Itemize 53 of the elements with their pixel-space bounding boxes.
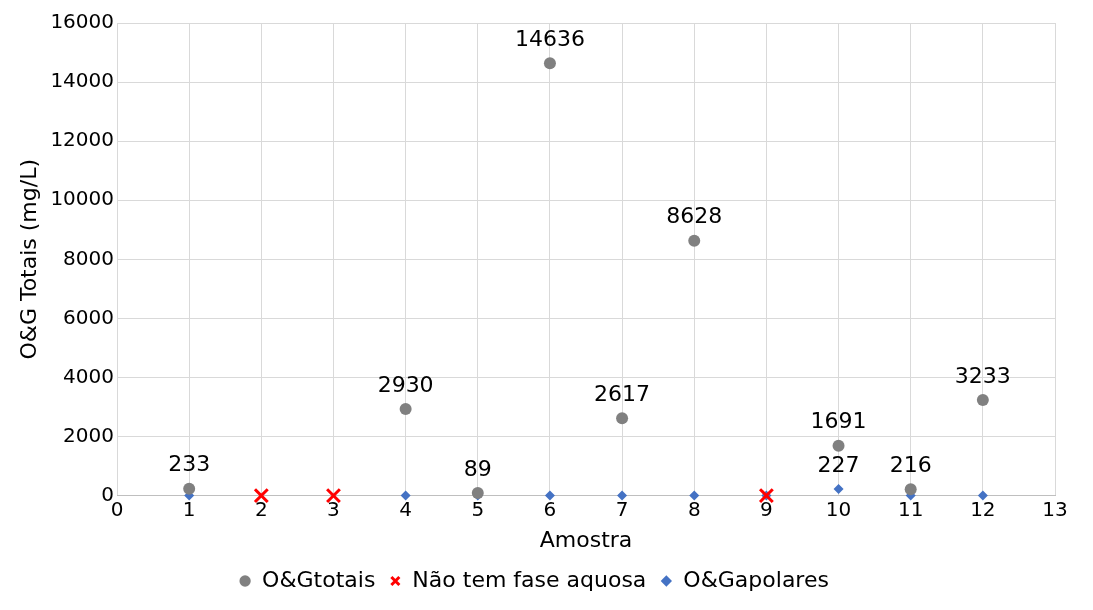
x-tick-label: 12 xyxy=(970,496,996,521)
point xyxy=(976,394,989,407)
point xyxy=(400,490,411,501)
x-tick-label: 6 xyxy=(543,496,557,521)
x-tick-label: 9 xyxy=(760,496,773,521)
point xyxy=(832,439,845,452)
point xyxy=(977,490,988,501)
x-tick-label: 11 xyxy=(897,496,924,521)
data-label: 89 xyxy=(463,455,492,481)
point xyxy=(399,403,412,416)
data-label: 3233 xyxy=(954,362,1011,388)
point xyxy=(904,483,917,496)
x-tick-label: 7 xyxy=(615,496,629,521)
x-tick-label: 3 xyxy=(327,496,340,521)
point xyxy=(544,490,555,501)
y-tick-label: 8000 xyxy=(63,245,115,270)
data-label: 2930 xyxy=(377,371,434,397)
x-tick-label: 5 xyxy=(471,496,485,521)
point xyxy=(833,483,844,494)
point xyxy=(617,490,628,501)
point xyxy=(471,486,484,499)
point xyxy=(688,234,701,247)
data-label: 233 xyxy=(168,451,211,477)
x-tick-label: 4 xyxy=(399,496,412,521)
point xyxy=(183,482,196,495)
x-tick-label: 10 xyxy=(825,496,852,521)
data-label: 1691 xyxy=(810,408,867,434)
data-label: 2617 xyxy=(594,381,651,407)
y-tick-label: 12000 xyxy=(50,127,115,152)
legend-label: O&Gapolares xyxy=(683,566,829,592)
legend-label: O&Gtotais xyxy=(262,566,376,592)
x-axis-title: Amostra xyxy=(539,526,633,552)
point xyxy=(616,412,629,425)
y-tick-label: 6000 xyxy=(63,304,115,329)
y-tick-label: 14000 xyxy=(50,68,115,93)
y-tick-label: 10000 xyxy=(50,186,115,211)
point xyxy=(325,487,342,504)
point xyxy=(689,490,700,501)
data-label: 8628 xyxy=(666,203,723,229)
point xyxy=(253,487,270,504)
y-axis-title: O&G Totais (mg/L) xyxy=(15,159,41,360)
x-tick-label: 2 xyxy=(254,496,268,521)
legend-label: Não tem fase aquosa xyxy=(412,566,647,592)
y-tick-label: 4000 xyxy=(63,363,115,388)
y-tick-label: 2000 xyxy=(63,422,115,447)
data-label: 227 xyxy=(817,451,860,477)
point xyxy=(543,57,556,70)
x-tick-label: 8 xyxy=(687,496,701,521)
data-label: 14636 xyxy=(514,26,585,52)
x-tick-label: 1 xyxy=(182,496,196,521)
x-tick-label: 13 xyxy=(1042,496,1068,521)
data-label: 216 xyxy=(889,451,932,477)
y-tick-label: 16000 xyxy=(50,9,115,34)
